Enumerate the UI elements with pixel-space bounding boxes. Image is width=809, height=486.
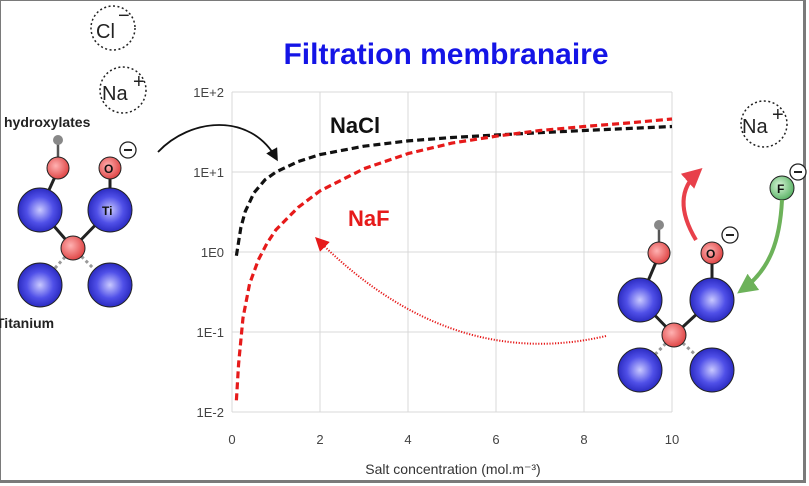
- x-tick-label: 10: [665, 432, 679, 447]
- titanium-atom-label: Ti: [102, 204, 112, 218]
- naf-arrow: [315, 237, 607, 345]
- y-tick-label: 1E0: [201, 245, 224, 260]
- chart-grid: [231, 91, 673, 413]
- sodium-ion-right-label: Na: [742, 116, 768, 138]
- sodium-ion-right-charge: +: [772, 104, 784, 126]
- chart: 1E-2 1E-1 1E0 1E+1 1E+2 0 2 4 6 8 10 Salt concent…: [193, 85, 679, 477]
- sodium-ion-right: Na +: [740, 100, 788, 148]
- oxygen-atom: [98, 156, 122, 180]
- x-axis-label: Salt concentration (mol.m⁻³): [365, 461, 540, 477]
- oxygen-atom: [60, 235, 86, 261]
- x-tick-label: 8: [580, 432, 587, 447]
- titanium-atom: [87, 187, 133, 233]
- hydrogen-atom: [654, 220, 664, 230]
- chart-series: [234, 117, 673, 401]
- chloride-ion-label: Cl: [96, 21, 115, 43]
- hydrogen-atom: [53, 135, 63, 145]
- nacl-arrow: [157, 124, 278, 162]
- oxygen-atom: [661, 322, 687, 348]
- sodium-ion-left-charge: +: [133, 71, 145, 93]
- titanium-atom: [689, 347, 735, 393]
- titanium-atom: [617, 277, 663, 323]
- series-line-naf: [234, 117, 673, 401]
- oxygen-atom: [647, 241, 671, 265]
- oxygen-label: O: [104, 162, 113, 176]
- sodium-ion-left: Na +: [99, 66, 147, 114]
- chloride-ion: Cl −: [90, 5, 136, 51]
- titanium-atom: [17, 187, 63, 233]
- y-tick-label: 1E+1: [193, 165, 224, 180]
- titanium-atom: [689, 277, 735, 323]
- left-molecule: O Ti: [17, 135, 137, 308]
- fluoride-ion: F: [769, 163, 807, 201]
- y-tick-label: 1E-2: [197, 405, 224, 420]
- y-tick-label: 1E-1: [197, 325, 224, 340]
- oxygen-atom: [700, 241, 724, 265]
- series-line-nacl: [234, 124, 673, 256]
- oxygen-label: O: [706, 247, 715, 261]
- fluoride-label: F: [777, 182, 784, 196]
- x-tick-label: 0: [228, 432, 235, 447]
- y-tick-label: 1E+2: [193, 85, 224, 100]
- oxygen-atom: [46, 156, 70, 180]
- repulsion-arrow: [680, 168, 703, 242]
- titanium-atom: [17, 262, 63, 308]
- series-label-nacl: NaCl: [330, 113, 380, 138]
- figure-title: Filtration membranaire: [283, 38, 608, 71]
- sodium-ion-left-label: Na: [102, 83, 128, 105]
- x-axis-ticks: 0 2 4 6 8 10: [228, 432, 679, 447]
- hydroxylates-label: hydroxylates: [4, 114, 91, 130]
- chloride-ion-charge: −: [118, 5, 130, 27]
- series-label-naf: NaF: [348, 206, 390, 231]
- fluoride-arrow: [737, 199, 784, 294]
- titanium-atom: [617, 347, 663, 393]
- x-tick-label: 6: [492, 432, 499, 447]
- right-molecule: O: [617, 220, 739, 393]
- x-tick-label: 2: [316, 432, 323, 447]
- titanium-atom: [87, 262, 133, 308]
- titanium-label: Titanium: [0, 315, 54, 331]
- x-tick-label: 4: [404, 432, 411, 447]
- y-axis-ticks: 1E-2 1E-1 1E0 1E+1 1E+2: [193, 85, 224, 420]
